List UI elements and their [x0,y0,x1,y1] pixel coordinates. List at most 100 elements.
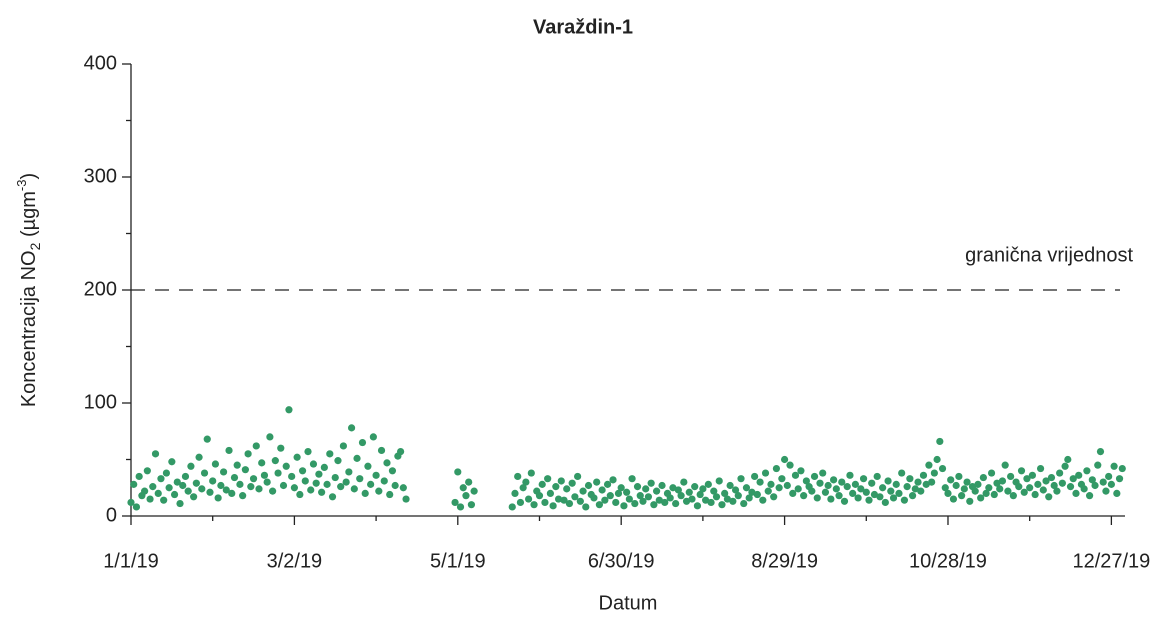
data-point [789,489,797,497]
data-point [527,469,535,477]
data-point [745,494,753,502]
data-point [571,493,579,501]
data-point [889,494,898,502]
data-point [1045,493,1053,501]
data-point [958,492,966,500]
data-point [691,483,699,491]
data-point [990,490,998,499]
data-point [1001,461,1009,469]
data-point [759,496,767,504]
y-label-part: ) [18,173,40,180]
data-point [761,469,770,477]
data-point [620,502,628,510]
data-point [775,484,783,492]
data-point [974,480,982,488]
data-point [712,493,721,501]
data-point [868,479,876,487]
data-point [857,485,865,493]
data-point [734,492,742,500]
y-tick-label: 100 [84,391,117,413]
data-point [367,480,375,488]
data-point [157,475,165,483]
data-point [614,489,623,497]
data-point [1083,467,1091,475]
data-point [740,499,748,508]
data-point [723,495,732,503]
data-point [206,488,214,496]
data-point [998,477,1007,485]
data-point [176,499,184,508]
data-point [1056,469,1064,477]
data-point [274,469,282,477]
data-point [726,481,734,490]
data-point [636,492,644,500]
data-point [296,490,304,499]
data-point [326,450,334,458]
data-point [1096,447,1105,456]
data-point [546,489,554,497]
data-point [525,495,533,503]
data-point [170,490,179,499]
data-point [617,484,625,492]
data-point [241,466,249,474]
data-point [960,485,968,493]
data-point [917,487,925,495]
data-point [353,454,361,462]
data-point [173,478,181,486]
data-point [298,467,307,475]
data-point [642,485,650,493]
data-point [908,492,917,500]
data-point [247,483,255,491]
data-point [168,458,176,466]
data-point [217,481,225,490]
data-point [187,462,195,470]
data-point [849,489,857,497]
data-point [127,498,135,507]
data-point [1020,488,1028,496]
data-point [361,489,369,497]
data-point [633,483,642,491]
data-point [149,483,157,491]
data-point [715,477,723,485]
data-point [603,480,612,488]
data-point [320,463,328,472]
data-point [778,475,786,483]
data-point [854,494,862,502]
data-point [1099,478,1107,486]
data-point [879,484,887,492]
data-point [1023,475,1031,483]
data-point [873,472,881,481]
data-point [721,489,729,497]
data-point [922,480,930,488]
data-point [184,487,192,495]
data-point [135,472,143,481]
data-point [1064,455,1072,464]
data-point [884,477,892,485]
data-point [808,487,816,495]
data-point [192,479,200,487]
data-point [936,437,944,446]
data-point [544,475,552,483]
data-point [1102,487,1110,495]
data-point [334,457,342,465]
y-tick-label: 0 [106,504,117,526]
data-point [963,478,971,486]
data-point [1091,481,1099,490]
data-point [522,478,530,486]
data-point [358,438,367,447]
data-point [1105,472,1113,481]
data-point [658,481,666,490]
y-axis-label: Koncentracija NO2 (µgm-3) [14,173,42,407]
data-point [456,503,465,511]
data-point [925,461,933,469]
data-point [598,486,606,494]
data-point [285,406,293,414]
data-point [631,499,639,508]
data-point [941,484,949,492]
data-point [702,496,710,504]
data-point [1015,483,1023,491]
data-point [146,495,154,503]
y-label-part: Koncentracija NO [18,250,40,407]
x-tick-label: 3/2/19 [267,550,323,572]
data-point [181,472,190,481]
